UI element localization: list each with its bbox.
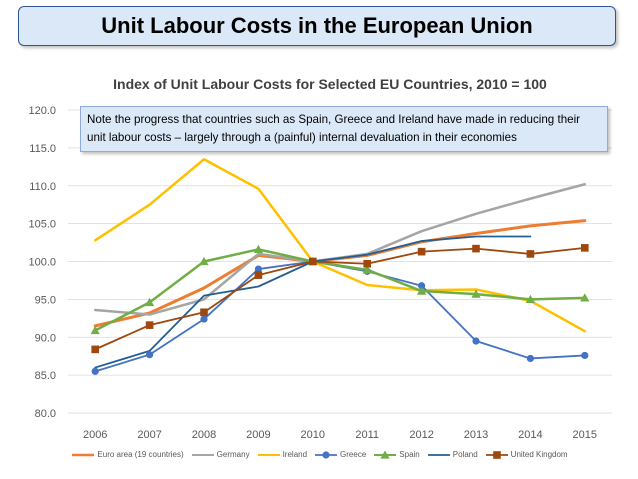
data-point-greece [526,354,535,363]
x-tick-label: 2012 [409,429,433,441]
legend-swatch [257,453,280,456]
y-tick-label: 95.0 [35,294,56,306]
chart-title: Index of Unit Labour Costs for Selected … [113,76,547,92]
legend-item-ireland: Ireland [257,450,308,459]
data-point-united-kingdom [581,244,589,252]
x-tick-label: 2010 [301,429,325,441]
data-point-united-kingdom [526,250,535,258]
data-point-united-kingdom [417,247,426,256]
data-point-greece [146,351,154,359]
legend-label: Ireland [282,450,308,459]
series-lines [93,157,587,373]
legend-label: Spain [399,450,420,459]
legend-swatch [191,453,214,456]
data-point-spain [417,286,427,295]
data-point-united-kingdom [254,271,263,279]
data-point-united-kingdom [363,259,371,268]
data-point-greece [418,282,426,290]
y-tick-label: 115.0 [29,143,56,155]
legend-label: Poland [452,450,478,459]
y-tick-label: 80.0 [35,408,56,420]
series-line-united-kingdom [94,246,586,351]
legend-marker [492,450,501,459]
data-point-united-kingdom [472,244,480,253]
legend-item-poland: Poland [427,450,478,459]
x-tick-label: 2008 [192,429,216,441]
legend-label: Greece [340,450,367,459]
data-point-spain [580,293,590,302]
legend-marker [380,450,390,459]
legend-swatch [72,453,95,456]
gridlines [68,109,612,414]
data-point-spain [362,265,372,274]
x-tick-label: 2007 [137,429,161,441]
data-point-greece [200,315,208,323]
data-point-spain [525,294,535,304]
x-tick-label: 2015 [573,429,597,441]
data-point-united-kingdom [200,308,208,317]
legend-item-united-kingdom: United Kingdom [485,450,568,459]
annotation-note: Note the progress that countries such as… [80,106,608,152]
data-point-greece [581,351,589,360]
series-line-germany [93,182,587,316]
legend-label: Germany [216,450,250,459]
data-point-united-kingdom [91,345,99,354]
legend-swatch [427,453,450,456]
y-tick-label: 90.0 [35,332,56,344]
legend-swatch [374,450,397,459]
data-point-greece [254,265,262,273]
legend-item-germany: Germany [191,450,250,459]
x-tick-label: 2009 [246,429,270,441]
data-point-spain [253,244,263,254]
x-tick-label: 2014 [518,429,542,441]
legend-item-spain: Spain [374,450,420,459]
y-tick-label: 85.0 [35,370,56,382]
series-line-greece [94,260,586,373]
legend-label: Euro area (19 countries) [97,450,184,459]
data-point-united-kingdom [145,321,154,329]
series-line-ireland [93,157,587,333]
y-tick-label: 120.0 [28,105,56,117]
y-tick-label: 105.0 [28,219,56,231]
series-markers [90,244,590,375]
legend-label: United Kingdom [510,450,568,459]
data-point-united-kingdom [309,257,317,266]
x-tick-label: 2006 [83,429,107,441]
y-tick-label: 100.0 [28,257,56,269]
data-point-spain [199,256,209,266]
data-point-spain [90,325,100,335]
y-tick-label: 110.0 [29,181,56,193]
slide-title: Unit Labour Costs in the European Union [18,6,616,46]
legend-swatch [315,450,338,459]
data-point-greece [472,337,480,345]
data-point-spain [145,297,155,307]
x-tick-label: 2011 [355,429,379,441]
data-point-greece [91,367,99,375]
y-axis-tick-labels: 80.0 85.0 90.0 95.0 100.0 105.0 110.0 115.0 120.… [28,105,56,420]
legend-item-euro-area-19-countries: Euro area (19 countries) [72,450,184,459]
series-line-spain [93,248,587,332]
legend-item-greece: Greece [315,450,366,459]
data-point-spain [471,289,481,298]
legend-marker [322,450,330,459]
x-tick-label: 2013 [464,429,488,441]
x-axis-tick-labels: 2006 2007 2008 2009 2010 2011 2012 2013 2014 2015 [83,429,597,441]
legend-swatch [485,450,508,459]
chart-legend: Euro area (19 countries) Germany Ireland Gr… [30,450,610,459]
